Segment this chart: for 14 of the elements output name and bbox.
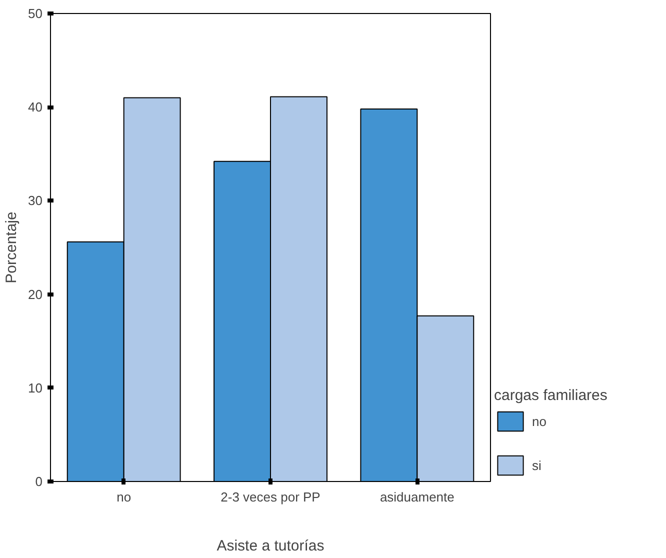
x-axis-title: Asiste a tutorías — [216, 538, 324, 554]
y-axis-title: Porcentaje — [3, 212, 20, 284]
y-tick-label: 40 — [28, 100, 43, 115]
x-tick-label: asiduamente — [380, 490, 454, 504]
x-tick-label: 2-3 veces por PP — [220, 490, 320, 504]
y-tick-label: 50 — [28, 6, 43, 21]
legend-title: cargas familiares — [494, 387, 608, 404]
legend-label: no — [532, 414, 548, 428]
y-tick-label: 20 — [28, 286, 43, 302]
y-tick-label: 10 — [28, 380, 43, 396]
y-tick-label: 0 — [35, 474, 43, 489]
y-tick-label: 30 — [28, 193, 43, 208]
x-tick-label: no — [116, 490, 132, 504]
legend-label: si — [532, 458, 542, 472]
